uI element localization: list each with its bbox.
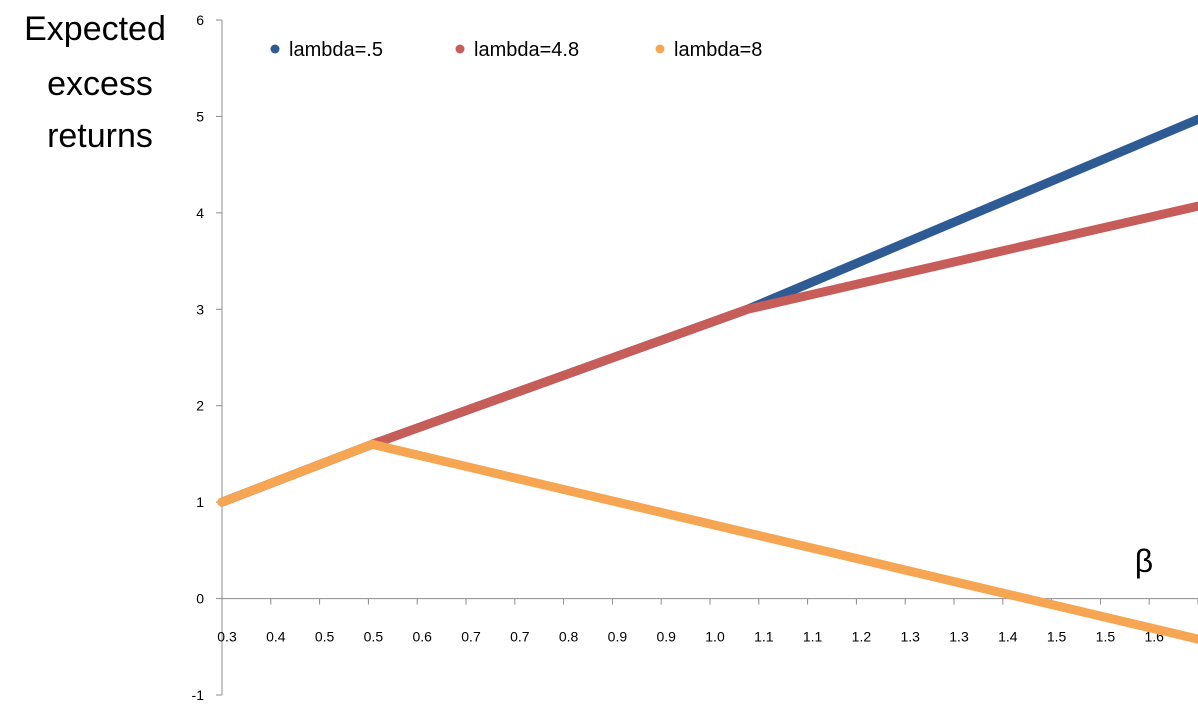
y-axis-title-line: excess [47, 65, 153, 103]
x-tick-label: 1.3 [900, 629, 920, 645]
series-line [217, 439, 1198, 644]
x-tick-label: 0.9 [656, 629, 676, 645]
legend-label: lambda=.5 [289, 39, 383, 61]
x-tick-label: 1.5 [1047, 629, 1067, 645]
legend-label: lambda=4.8 [474, 39, 579, 61]
x-ticks: 0.3 0.4 0.5 0.5 0.6 0.7 0.7 0.8 0.9 0.9 1.0 1.1 1.1 1… [217, 598, 1198, 645]
legend-marker [270, 44, 280, 54]
x-tick-label: 0.6 [412, 629, 432, 645]
x-tick-label: 0.5 [364, 629, 384, 645]
y-tick-label: 5 [196, 108, 204, 124]
x-tick-label: 1.0 [705, 629, 725, 645]
x-tick-label: 1.2 [852, 629, 872, 645]
y-axis-title: Expected excess returns [24, 10, 166, 155]
y-tick-label: 0 [196, 591, 204, 607]
y-tick-label: 4 [196, 205, 204, 221]
y-ticks: -1 0 1 2 3 4 5 6 [192, 12, 222, 703]
x-tick-label: 0.7 [461, 629, 481, 645]
y-tick-label: 3 [196, 301, 204, 317]
y-axis-title-line: returns [47, 117, 153, 155]
y-tick-label: -1 [192, 687, 205, 703]
series-line [217, 201, 1198, 507]
y-tick-label: 6 [196, 12, 204, 28]
legend: lambda=.5 lambda=4.8 lambda=8 [270, 39, 762, 61]
x-tick-label: 0.7 [510, 629, 530, 645]
y-tick-label: 1 [196, 494, 204, 510]
x-tick-label: 1.4 [998, 629, 1018, 645]
x-tick-label: 1.3 [949, 629, 969, 645]
x-tick-label: 0.4 [266, 629, 286, 645]
legend-marker [455, 44, 465, 54]
legend-marker [655, 44, 665, 54]
x-tick-label: 1.5 [1096, 629, 1116, 645]
x-tick-label: 0.9 [608, 629, 628, 645]
y-axis-title-line: Expected [24, 10, 166, 48]
legend-label: lambda=8 [674, 39, 762, 61]
x-tick-label: 1.1 [754, 629, 774, 645]
x-tick-label: 0.5 [315, 629, 335, 645]
x-tick-label: 1.1 [803, 629, 823, 645]
x-tick-label: 0.3 [217, 629, 237, 645]
y-tick-label: 2 [196, 398, 204, 414]
x-tick-label: 0.8 [559, 629, 579, 645]
x-axis-title: β [1135, 543, 1153, 579]
series-lines [217, 114, 1198, 644]
